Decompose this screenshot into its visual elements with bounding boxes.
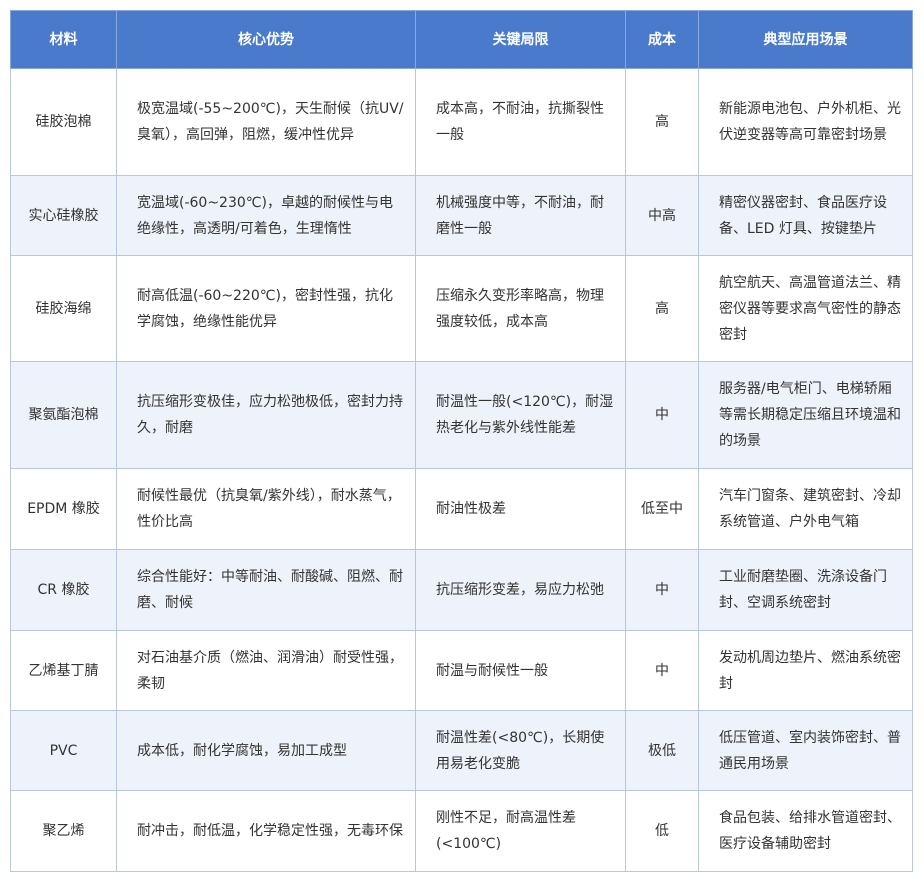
table-row: EPDM 橡胶 耐候性最优（抗臭氧/紫外线），耐水蒸气，性价比高 耐油性极差 低至中汽… xyxy=(10,468,913,550)
table-row: 实心硅橡胶 宽温域(-60~230℃)，卓越的耐候性与电绝缘性，高透明/可着色，生… xyxy=(10,175,913,256)
cell-cost: 中 xyxy=(625,549,699,631)
cell-limitations: 机械强度中等，不耐油，耐磨性一般 xyxy=(415,175,626,256)
cell-applications: 发动机周边垫片、燃油系统密封 xyxy=(698,630,913,711)
cell-advantages: 综合性能好：中等耐油、耐酸碱、阻燃、耐磨、耐候 xyxy=(116,549,416,631)
table-row: 聚乙烯 耐冲击，耐低温，化学稳定性强，无毒环保 刚性不足，耐高温性差(<100℃) 低… xyxy=(10,790,913,872)
cell-advantages: 耐候性最优（抗臭氧/紫外线），耐水蒸气，性价比高 xyxy=(116,468,416,550)
header-advantages: 核心优势 xyxy=(116,10,416,69)
cell-applications: 航空航天、高温管道法兰、精密仪器等要求高气密性的静态密封 xyxy=(698,255,913,362)
cell-cost: 中高 xyxy=(625,175,699,256)
cell-advantages: 极宽温域(-55~200℃)，天生耐候（抗UV/臭氧），高回弹，阻燃，缓冲性优异 xyxy=(116,68,416,176)
cell-advantages: 成本低，耐化学腐蚀，易加工成型 xyxy=(116,710,416,791)
cell-limitations: 抗压缩形变差，易应力松弛 xyxy=(415,549,626,631)
cell-applications: 汽车门窗条、建筑密封、冷却系统管道、户外电气箱 xyxy=(698,468,913,550)
cell-material: CR 橡胶 xyxy=(10,549,117,631)
cell-cost: 中 xyxy=(625,630,699,711)
table-row: CR 橡胶 综合性能好：中等耐油、耐酸碱、阻燃、耐磨、耐候 抗压缩形变差，易应力松弛… xyxy=(10,549,913,631)
header-limitations: 关键局限 xyxy=(415,10,626,69)
cell-applications: 低压管道、室内装饰密封、普通民用场景 xyxy=(698,710,913,791)
cell-cost: 高 xyxy=(625,255,699,362)
cell-applications: 精密仪器密封、食品医疗设备、LED 灯具、按键垫片 xyxy=(698,175,913,256)
cell-limitations: 耐温性差(<80℃)，长期使用易老化变脆 xyxy=(415,710,626,791)
table-row: 乙烯基丁腈 对石油基介质（燃油、润滑油）耐受性强，柔韧 耐温与耐候性一般中发动机周边… xyxy=(10,630,913,711)
table-row: PVC 成本低，耐化学腐蚀，易加工成型 耐温性差(<80℃)，长期使用易老化变脆 极低… xyxy=(10,710,913,791)
cell-applications: 服务器/电气柜门、电梯轿厢等需长期稳定压缩且环境温和的场景 xyxy=(698,361,913,469)
cell-limitations: 压缩永久变形率略高，物理强度较低，成本高 xyxy=(415,255,626,362)
cell-material: 聚氨酯泡棉 xyxy=(10,361,117,469)
cell-advantages: 对石油基介质（燃油、润滑油）耐受性强，柔韧 xyxy=(116,630,416,711)
cell-material: EPDM 橡胶 xyxy=(10,468,117,550)
cell-material: 硅胶海绵 xyxy=(10,255,117,362)
header-row: 材料 核心优势 关键局限 成本 典型应用场景 xyxy=(10,10,913,69)
cell-limitations: 耐油性极差 xyxy=(415,468,626,550)
cell-cost: 极低 xyxy=(625,710,699,791)
table-row: 聚氨酯泡棉 抗压缩形变极佳，应力松弛极低，密封力持久，耐磨 耐温性一般(<120℃)… xyxy=(10,361,913,469)
cell-limitations: 成本高，不耐油，抗撕裂性一般 xyxy=(415,68,626,176)
cell-material: 实心硅橡胶 xyxy=(10,175,117,256)
cell-material: 硅胶泡棉 xyxy=(10,68,117,176)
header-material: 材料 xyxy=(10,10,117,69)
header-applications: 典型应用场景 xyxy=(698,10,913,69)
cell-applications: 新能源电池包、户外机柜、光伏逆变器等高可靠密封场景 xyxy=(698,68,913,176)
cell-limitations: 耐温性一般(<120℃)，耐湿热老化与紫外线性能差 xyxy=(415,361,626,469)
cell-material: 聚乙烯 xyxy=(10,790,117,872)
cell-material: 乙烯基丁腈 xyxy=(10,630,117,711)
table-row: 硅胶海绵 耐高低温(-60~220℃)，密封性强，抗化学腐蚀，绝缘性能优异 压缩永久… xyxy=(10,255,913,362)
cell-cost: 低至中 xyxy=(625,468,699,550)
cell-applications: 食品包装、给排水管道密封、医疗设备辅助密封 xyxy=(698,790,913,872)
materials-comparison-table: 材料 核心优势 关键局限 成本 典型应用场景 硅胶泡棉 极宽温域(-55~200℃… xyxy=(10,10,913,872)
cell-material: PVC xyxy=(10,710,117,791)
cell-limitations: 刚性不足，耐高温性差(<100℃) xyxy=(415,790,626,872)
cell-applications: 工业耐磨垫圈、洗涤设备门封、空调系统密封 xyxy=(698,549,913,631)
cell-advantages: 抗压缩形变极佳，应力松弛极低，密封力持久，耐磨 xyxy=(116,361,416,469)
cell-cost: 高 xyxy=(625,68,699,176)
cell-advantages: 耐高低温(-60~220℃)，密封性强，抗化学腐蚀，绝缘性能优异 xyxy=(116,255,416,362)
cell-advantages: 耐冲击，耐低温，化学稳定性强，无毒环保 xyxy=(116,790,416,872)
table-row: 硅胶泡棉 极宽温域(-55~200℃)，天生耐候（抗UV/臭氧），高回弹，阻燃，缓… xyxy=(10,68,913,176)
cell-limitations: 耐温与耐候性一般 xyxy=(415,630,626,711)
header-cost: 成本 xyxy=(625,10,699,69)
cell-cost: 中 xyxy=(625,361,699,469)
cell-cost: 低 xyxy=(625,790,699,872)
cell-advantages: 宽温域(-60~230℃)，卓越的耐候性与电绝缘性，高透明/可着色，生理惰性 xyxy=(116,175,416,256)
